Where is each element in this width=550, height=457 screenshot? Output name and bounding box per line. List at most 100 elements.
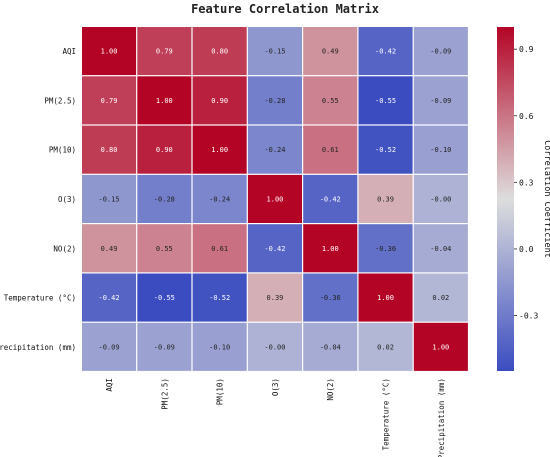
heatmap-cell (358, 174, 413, 223)
heatmap-cell (192, 322, 247, 371)
cell-value-label: -0.09 (430, 48, 451, 56)
heatmap-cell (247, 125, 302, 174)
heatmap-cells: 1.00 0.79 0.80 -0.15 0.49 -0.42 -0.09 0.79 1.00 0… (82, 27, 468, 371)
heatmap-cell (303, 125, 358, 174)
heatmap-cell (137, 76, 192, 125)
cell-value-label: 1.00 (432, 343, 449, 351)
cell-value-label: 1.00 (211, 146, 228, 154)
heatmap-cell (82, 174, 137, 223)
column-label: PM(10) (216, 378, 225, 405)
cell-value-label: -0.10 (430, 146, 451, 154)
heatmap-cell (303, 273, 358, 322)
cell-value-label: 0.49 (322, 48, 339, 56)
cell-value-label: -0.15 (99, 195, 120, 203)
cell-value-label: -0.28 (264, 97, 285, 105)
cell-value-label: 0.49 (101, 245, 118, 253)
cell-value-label: 0.39 (267, 294, 284, 302)
heatmap-cell (358, 125, 413, 174)
heatmap-cell (137, 174, 192, 223)
heatmap-cell (303, 322, 358, 371)
heatmap-cell (303, 224, 358, 273)
cell-value-label: 0.80 (211, 48, 228, 56)
cell-value-label: -0.28 (154, 195, 175, 203)
heatmap-cell (247, 273, 302, 322)
column-label: Temperature (°C) (382, 378, 391, 450)
column-label: NO(2) (326, 378, 335, 401)
heatmap-cell (413, 76, 468, 125)
heatmap-cell (303, 174, 358, 223)
heatmap-cell (303, 27, 358, 76)
colorbar-tick-label: 0.3 (519, 178, 534, 187)
cell-value-label: 1.00 (156, 97, 173, 105)
row-label: Precipitation (mm) (0, 343, 76, 352)
chart-title: Feature Correlation Matrix (191, 2, 379, 16)
cell-value-label: -0.00 (430, 195, 451, 203)
cell-value-label: 0.79 (156, 48, 173, 56)
colorbar-tick-label: -0.3 (519, 312, 538, 321)
cell-value-label: -0.04 (430, 245, 451, 253)
cell-value-label: 0.02 (377, 343, 394, 351)
heatmap-cell (137, 273, 192, 322)
row-labels: AQI PM(2.5) PM(10) O(3) NO(2) Temperature (°C… (0, 47, 76, 352)
heatmap-cell (358, 76, 413, 125)
heatmap-cell (192, 174, 247, 223)
cell-value-label: -0.09 (99, 343, 120, 351)
column-label: Precipitation (mm) (437, 378, 446, 457)
heatmap-cell (413, 322, 468, 371)
cell-value-label: -0.10 (209, 343, 230, 351)
heatmap-cell (82, 27, 137, 76)
cell-value-label: 0.61 (211, 245, 228, 253)
heatmap-cell (192, 76, 247, 125)
heatmap-cell (192, 224, 247, 273)
colorbar-tick-label: 0.6 (519, 112, 534, 121)
heatmap-cell (247, 174, 302, 223)
cell-value-label: 0.79 (101, 97, 118, 105)
row-label: AQI (62, 47, 76, 56)
heatmap-cell (192, 125, 247, 174)
heatmap-cell (137, 27, 192, 76)
heatmap-cell (413, 224, 468, 273)
cell-value-label: -0.55 (154, 294, 175, 302)
heatmap-cell (82, 76, 137, 125)
cell-value-label: 1.00 (267, 195, 284, 203)
row-label: PM(2.5) (44, 96, 76, 105)
heatmap-cell (413, 27, 468, 76)
heatmap-cell (358, 273, 413, 322)
cell-value-label: 0.39 (377, 195, 394, 203)
heatmap-cell (413, 174, 468, 223)
row-label: Temperature (°C) (4, 294, 76, 303)
cell-value-label: -0.36 (375, 245, 396, 253)
cell-value-label: 0.55 (322, 97, 339, 105)
column-labels: AQI PM(2.5) PM(10) O(3) NO(2) Temperature (°C… (105, 378, 446, 457)
cell-value-label: 0.61 (322, 146, 339, 154)
heatmap-cell (82, 125, 137, 174)
cell-value-label: -0.55 (375, 97, 396, 105)
heatmap-cell (413, 125, 468, 174)
cell-value-label: -0.52 (375, 146, 396, 154)
cell-value-label: -0.09 (430, 97, 451, 105)
heatmap-cell (137, 224, 192, 273)
cell-value-label: -0.24 (264, 146, 285, 154)
cell-value-label: -0.36 (320, 294, 341, 302)
heatmap-cell (247, 76, 302, 125)
row-label: O(3) (58, 195, 76, 204)
column-label: PM(2.5) (160, 378, 169, 410)
column-label: O(3) (271, 378, 280, 396)
cell-value-label: -0.04 (320, 343, 341, 351)
cell-value-label: 1.00 (377, 294, 394, 302)
row-label: NO(2) (53, 244, 76, 253)
colorbar-label: Correlation Coefficient (542, 140, 550, 258)
colorbar-bar (497, 27, 514, 371)
heatmap-cell (358, 27, 413, 76)
colorbar-tick-label: 0.9 (519, 45, 534, 54)
cell-value-label: 0.90 (211, 97, 228, 105)
cell-value-label: 0.90 (156, 146, 173, 154)
cell-value-label: -0.52 (209, 294, 230, 302)
heatmap-cell (358, 224, 413, 273)
cell-value-label: -0.42 (375, 48, 396, 56)
heatmap-cell (137, 125, 192, 174)
heatmap-cell (247, 322, 302, 371)
heatmap-cell (303, 76, 358, 125)
heatmap-cell (358, 322, 413, 371)
cell-value-label: -0.00 (264, 343, 285, 351)
